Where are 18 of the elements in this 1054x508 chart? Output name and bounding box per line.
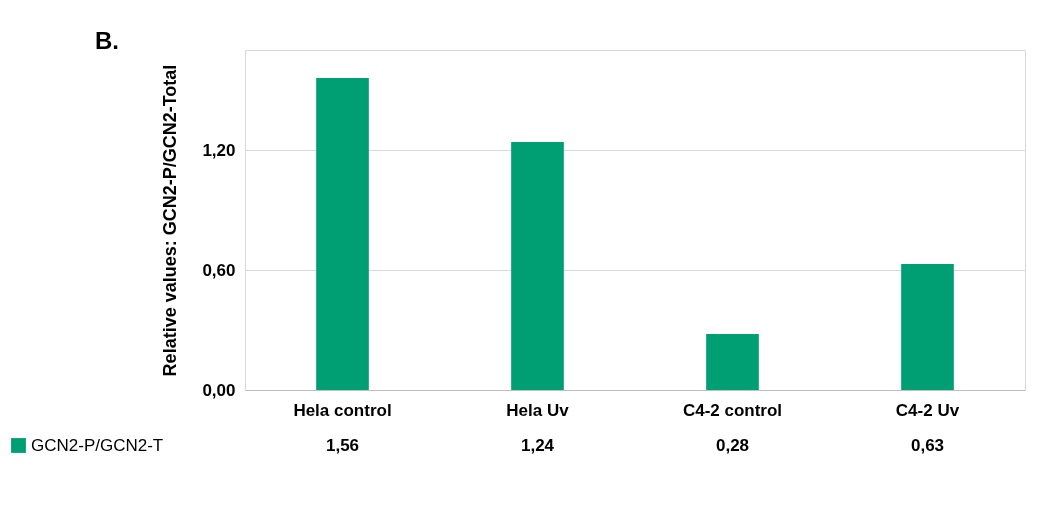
bar bbox=[901, 264, 954, 390]
data-label: 0,28 bbox=[715, 436, 750, 455]
x-tick-label: Hela Uv bbox=[506, 400, 570, 420]
chart-title: B. bbox=[95, 27, 119, 54]
bar bbox=[706, 334, 759, 390]
x-tick-label: C4-2 control bbox=[682, 400, 783, 420]
data-label: 1,56 bbox=[325, 436, 360, 455]
bar bbox=[511, 142, 564, 390]
legend-label: GCN2-P/GCN2-T bbox=[31, 435, 164, 455]
data-label: 1,24 bbox=[520, 436, 555, 455]
y-tick-label: 1,20 bbox=[202, 140, 236, 160]
y-axis-title: Relative values: GCN2-P/GCN2-Total bbox=[160, 64, 181, 377]
x-tick-label: Hela control bbox=[293, 400, 392, 420]
y-tick-label: 0,00 bbox=[202, 380, 236, 400]
y-tick-label: 0,60 bbox=[202, 260, 236, 280]
bar bbox=[316, 78, 369, 390]
x-tick-label: C4-2 Uv bbox=[895, 400, 960, 420]
data-label: 0,63 bbox=[910, 436, 945, 455]
